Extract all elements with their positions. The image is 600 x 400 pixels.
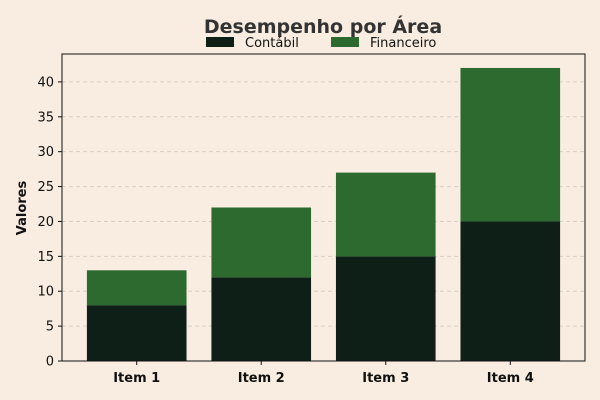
bar-financeiro-1 xyxy=(86,270,187,306)
legend-label-1: Contábil xyxy=(245,36,299,51)
y-axis-label: Valores xyxy=(15,181,30,236)
bar-financeiro-2 xyxy=(211,207,312,278)
y-tick-label: 10 xyxy=(37,285,54,300)
legend-swatch-1 xyxy=(206,37,234,47)
bar-cont-bil-2 xyxy=(211,277,312,361)
x-tick-label: Item 4 xyxy=(487,371,534,386)
plot-frame xyxy=(61,53,586,362)
bar-cont-bil-1 xyxy=(86,305,187,361)
y-tick-label: 25 xyxy=(37,180,54,195)
legend: Contábil Financeiro xyxy=(206,36,436,51)
bar-financeiro-4 xyxy=(460,67,561,222)
chart-title: Desempenho por Área xyxy=(204,15,442,38)
legend-swatch-2 xyxy=(331,37,359,47)
x-tick-label: Item 2 xyxy=(238,371,285,386)
y-tick-label: 35 xyxy=(37,110,54,125)
x-axis: Item 1 Item 2 Item 3 Item 4 xyxy=(113,361,534,386)
y-tick-label: 5 xyxy=(46,320,54,335)
bar-cont-bil-3 xyxy=(335,256,436,361)
y-tick-label: 40 xyxy=(37,75,54,90)
y-tick-label: 15 xyxy=(37,250,54,265)
legend-label-2: Financeiro xyxy=(370,36,436,51)
x-tick-label: Item 1 xyxy=(113,371,160,386)
bars xyxy=(86,67,561,361)
y-tick-label: 20 xyxy=(37,215,54,230)
bar-financeiro-3 xyxy=(335,172,436,257)
y-tick-label: 0 xyxy=(46,355,54,370)
y-axis: 0 5 10 15 20 25 30 35 40 xyxy=(37,75,62,370)
x-tick-label: Item 3 xyxy=(362,371,409,386)
bar-cont-bil-4 xyxy=(460,221,561,361)
y-tick-label: 30 xyxy=(37,145,54,160)
